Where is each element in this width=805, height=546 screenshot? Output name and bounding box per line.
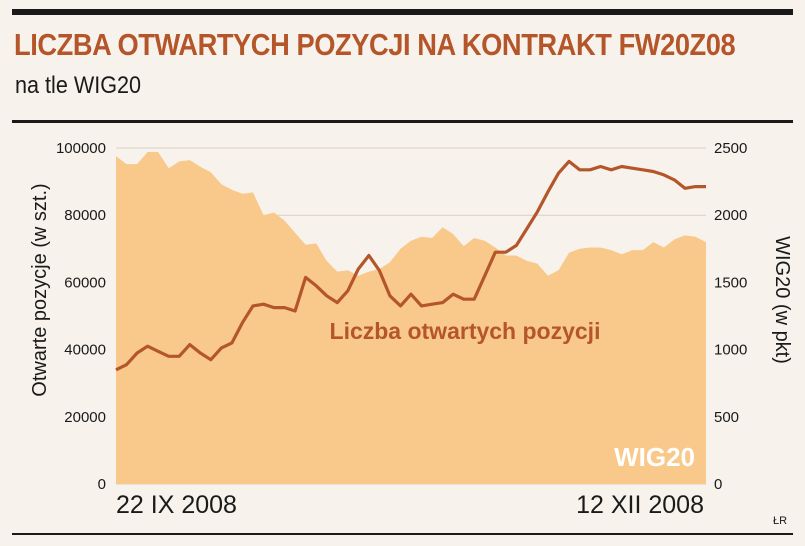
chart-subtitle: na tle WIG20 [15, 72, 142, 99]
x-tick-start: 22 IX 2008 [116, 491, 237, 519]
wig20-area [116, 152, 706, 484]
left-tick-label: 40000 [64, 342, 106, 359]
left-tick-label: 60000 [64, 274, 106, 291]
credit: ŁR [773, 515, 788, 527]
left-tick-label: 0 [98, 476, 106, 493]
top-rule [12, 9, 793, 15]
left-axis-label: Otwarte pozycje (w szt.) [29, 183, 51, 396]
right-axis-label: WIG20 (w pkt) [771, 236, 793, 364]
left-tick-label: 100000 [56, 140, 106, 157]
header-divider [12, 120, 793, 123]
right-tick-label: 1500 [714, 274, 747, 291]
left-tick-label: 20000 [64, 409, 106, 426]
left-tick-label: 80000 [64, 207, 106, 224]
series-label-positions: Liczba otwartych pozycji [330, 318, 601, 344]
chart-title: LICZBA OTWARTYCH POZYCJI NA KONTRAKT FW2… [14, 27, 736, 62]
right-tick-label: 1000 [714, 342, 747, 359]
series-label-wig20: WIG20 [614, 442, 695, 472]
right-tick-label: 2500 [714, 140, 747, 157]
x-tick-end: 12 XII 2008 [576, 491, 704, 519]
open-positions-line [115, 159, 706, 372]
right-tick-label: 2000 [714, 207, 747, 224]
bottom-rule [12, 533, 793, 535]
left-axis-ticks: 0 20000 40000 60000 80000 100000 [56, 140, 106, 493]
right-tick-label: 0 [714, 476, 722, 493]
right-tick-label: 500 [714, 409, 739, 426]
right-axis-ticks: 0 500 1000 1500 2000 2500 [714, 140, 747, 493]
